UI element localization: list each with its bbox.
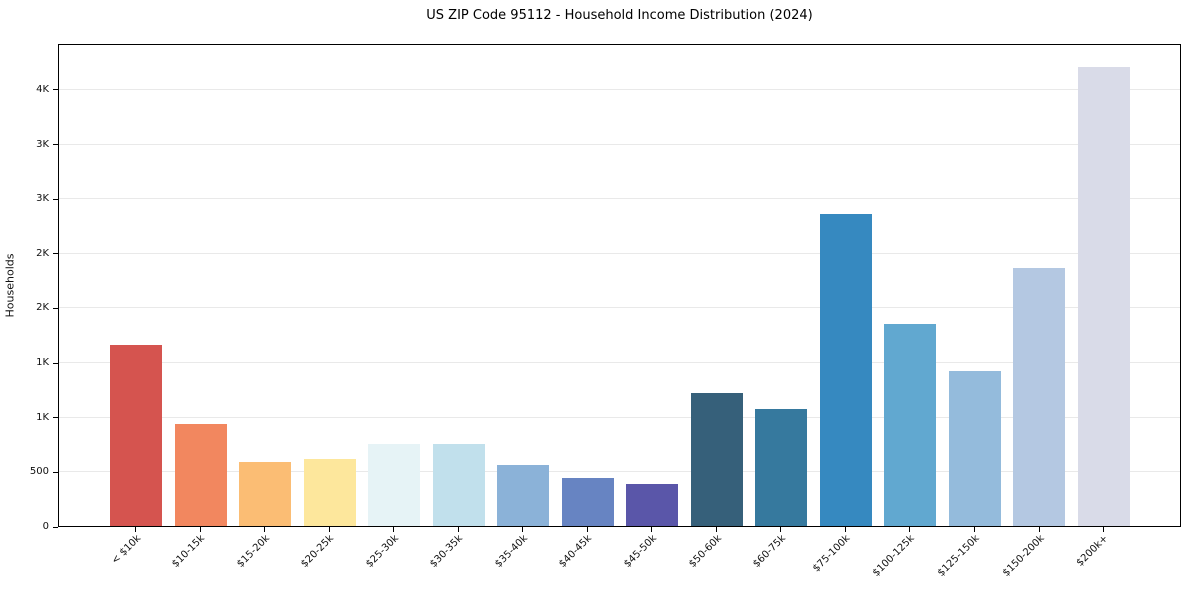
x-tick-label: $45-50k	[622, 533, 660, 570]
x-tick-label: $200k+	[1074, 533, 1111, 569]
bar-$60-75k	[755, 409, 808, 526]
bar-$125-150k	[948, 370, 1001, 526]
grid-line	[59, 362, 1180, 364]
bar-$20-25k	[303, 458, 356, 526]
x-tick-mark	[1038, 527, 1040, 532]
y-tick-label: 2K	[36, 302, 49, 314]
x-tick-mark	[715, 527, 717, 532]
x-tick-mark	[973, 527, 975, 532]
y-tick-mark	[53, 362, 58, 364]
y-tick-mark	[53, 471, 58, 473]
bar-$50-60k	[690, 393, 743, 526]
y-tick-label: 2K	[36, 247, 49, 259]
y-axis-label-container: Households	[2, 44, 18, 527]
x-tick-label: $10-15k	[170, 533, 208, 570]
bar-$150-200k	[1013, 268, 1066, 526]
bar-$30-35k	[432, 443, 485, 526]
x-tick-mark	[264, 527, 266, 532]
bar-< $10k	[110, 344, 162, 526]
y-tick-mark	[53, 253, 58, 255]
bar-$10-15k	[174, 423, 227, 526]
x-tick-label: $40-45k	[557, 533, 595, 570]
x-tick-mark	[1103, 527, 1104, 532]
grid-line	[59, 307, 1180, 309]
bar-$25-30k	[368, 444, 421, 526]
x-tick-label: $20-25k	[299, 533, 337, 570]
y-tick-label: 1K	[36, 411, 49, 423]
y-tick-label: 0	[42, 521, 49, 532]
x-tick-mark	[522, 527, 524, 532]
x-tick-mark	[780, 527, 782, 532]
x-tick-label: $60-75k	[751, 533, 789, 570]
x-tick-mark	[457, 527, 459, 532]
y-tick-mark	[53, 417, 58, 419]
y-tick-mark	[53, 144, 58, 145]
bar-$45-50k	[626, 483, 679, 526]
x-tick-mark	[844, 527, 846, 532]
bar-$40-45k	[561, 477, 614, 526]
y-tick-mark	[53, 526, 58, 528]
grid-line	[59, 416, 1180, 418]
bar-$75-100k	[819, 214, 872, 526]
x-tick-label: $30-35k	[428, 533, 466, 570]
y-tick-mark	[53, 198, 58, 200]
grid-line	[59, 471, 1180, 473]
y-tick-mark	[53, 89, 58, 91]
grid-line	[59, 88, 1180, 90]
x-tick-label: $100-125k	[871, 533, 918, 579]
x-tick-mark	[393, 527, 395, 532]
y-tick-label: 500	[29, 466, 49, 478]
y-tick-label: 1K	[36, 357, 49, 369]
x-tick-label: $35-40k	[493, 533, 530, 570]
x-tick-mark	[909, 527, 911, 532]
y-tick-label: 4K	[36, 83, 49, 95]
grid-line	[59, 143, 1180, 145]
x-tick-label: $150-200k	[1000, 533, 1047, 579]
y-tick-label: 3K	[36, 193, 49, 205]
x-tick-label: $25-30k	[363, 533, 401, 570]
bar-$200k+	[1078, 67, 1130, 526]
x-tick-label: $75-100k	[811, 533, 853, 575]
x-tick-mark	[651, 527, 653, 532]
x-tick-label: $50-60k	[686, 533, 724, 570]
bar-$35-40k	[497, 464, 550, 526]
x-tick-mark	[586, 527, 588, 532]
y-tick-label: 3K	[36, 138, 49, 150]
x-tick-mark	[328, 527, 330, 532]
x-tick-mark	[135, 527, 136, 532]
bar-$15-20k	[239, 461, 292, 526]
x-tick-label: $125-150k	[935, 533, 982, 579]
plot-area	[58, 44, 1181, 527]
x-tick-mark	[199, 527, 201, 532]
y-tick-mark	[53, 307, 58, 309]
grid-line	[59, 198, 1180, 200]
chart-title: US ZIP Code 95112 - Household Income Dis…	[426, 8, 813, 23]
x-tick-label: $15-20k	[234, 533, 272, 570]
bar-$100-125k	[884, 323, 937, 526]
x-tick-label: < $10k	[109, 533, 143, 567]
grid-line	[59, 252, 1180, 254]
